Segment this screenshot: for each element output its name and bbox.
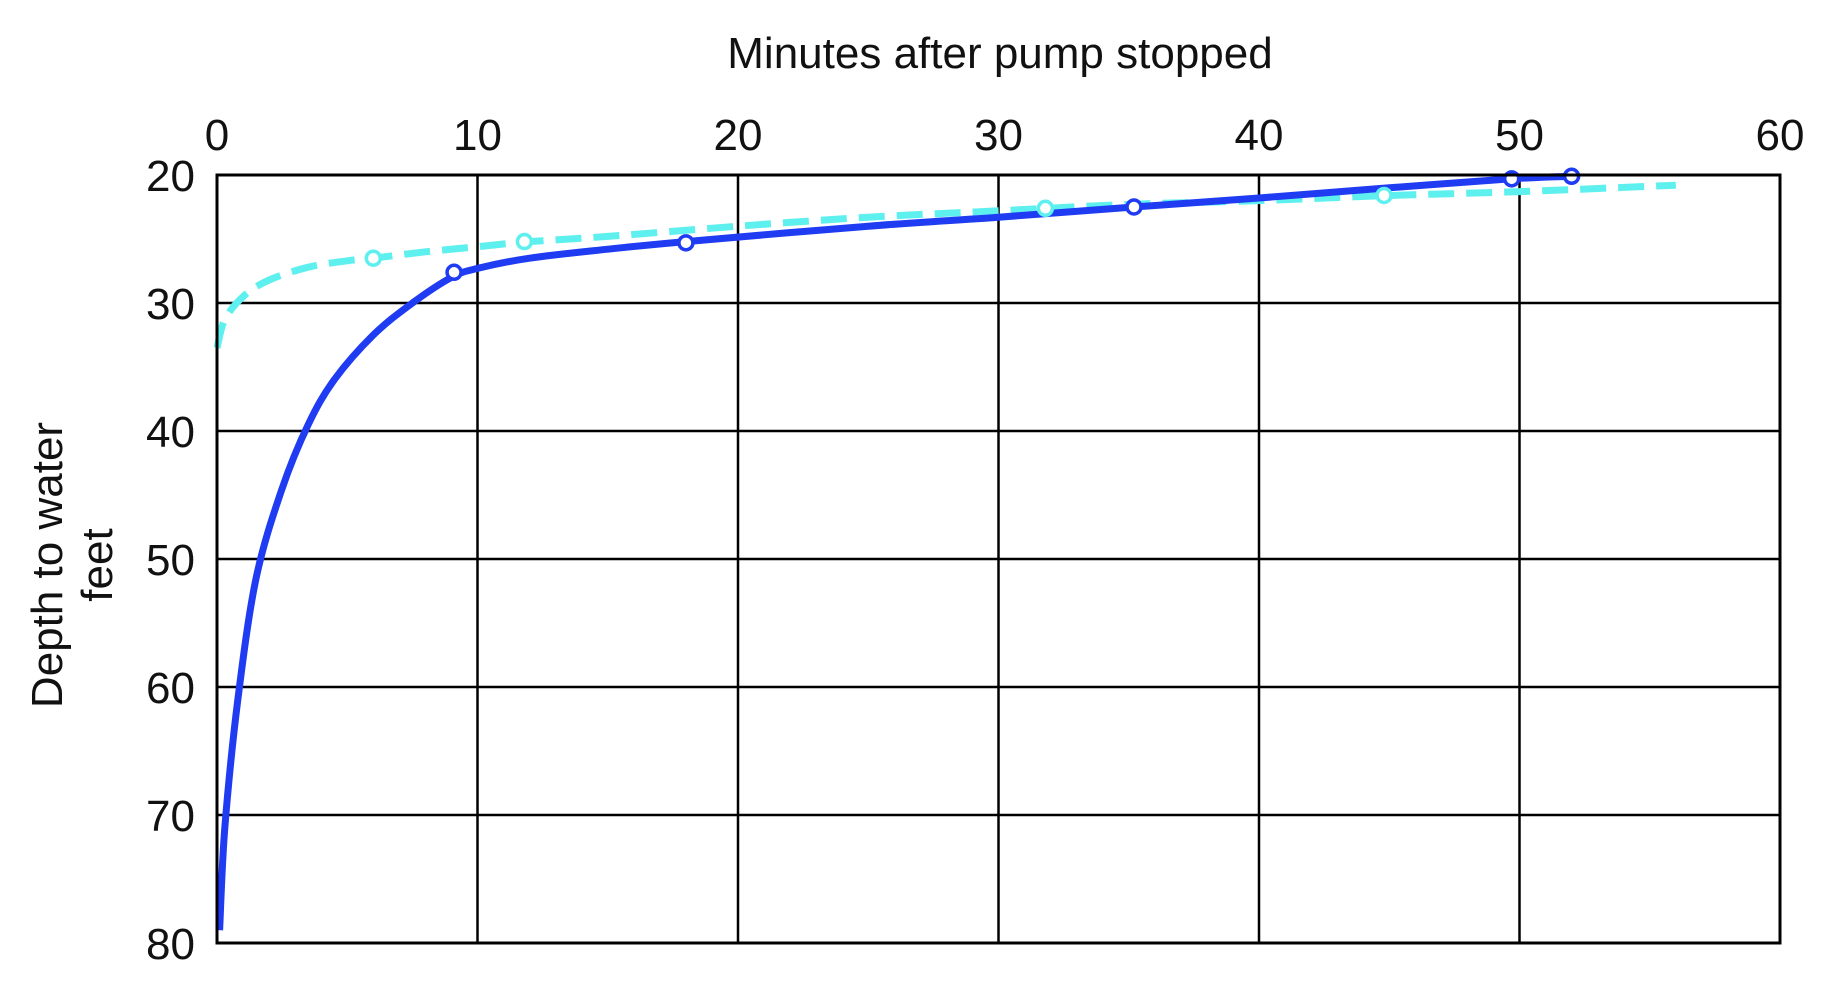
dashed-series-point xyxy=(515,232,534,251)
x-tick-label: 10 xyxy=(453,111,502,160)
y-tick-label: 30 xyxy=(146,280,195,329)
y-axis-title: Depth to water feet xyxy=(23,422,122,708)
grid xyxy=(217,175,1780,943)
dashed-series-point xyxy=(364,249,383,267)
solid-series-line xyxy=(216,172,1572,931)
y-tick-label: 60 xyxy=(146,664,195,713)
solid-series-point xyxy=(677,234,695,252)
x-tick-label: 20 xyxy=(714,111,763,160)
y-tick-label: 70 xyxy=(146,792,195,841)
x-axis-title: Minutes after pump stopped xyxy=(727,29,1272,78)
series-layer xyxy=(213,167,1676,931)
plot-border xyxy=(215,173,1782,945)
y-axis-title-line1: Depth to water xyxy=(23,422,72,708)
y-tick-label: 20 xyxy=(146,152,195,201)
tick-labels: 0 10 20 30 40 50 60 20 30 40 50 60 70 80 xyxy=(146,111,1804,969)
x-tick-label: 50 xyxy=(1495,111,1544,160)
x-tick-label: 40 xyxy=(1235,111,1284,160)
y-tick-label: 50 xyxy=(146,536,195,585)
solid-series-point xyxy=(1125,198,1143,216)
y-tick-label: 80 xyxy=(146,920,195,969)
y-tick-label: 40 xyxy=(146,408,195,457)
x-tick-label: 60 xyxy=(1756,111,1805,160)
plot-frame xyxy=(215,173,1782,945)
x-tick-label: 0 xyxy=(205,111,229,160)
dashed-series-point xyxy=(1375,186,1393,205)
x-tick-label: 30 xyxy=(974,111,1023,160)
y-axis-title-line2: feet xyxy=(73,528,122,601)
solid-series-point xyxy=(445,263,463,282)
dashed-series-point xyxy=(1036,199,1055,218)
dashed-series-line xyxy=(213,181,1676,349)
